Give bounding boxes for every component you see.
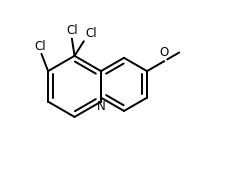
- Text: N: N: [96, 100, 105, 113]
- Text: Cl: Cl: [34, 40, 46, 53]
- Text: Cl: Cl: [66, 24, 78, 37]
- Text: O: O: [160, 46, 169, 59]
- Text: Cl: Cl: [85, 27, 97, 40]
